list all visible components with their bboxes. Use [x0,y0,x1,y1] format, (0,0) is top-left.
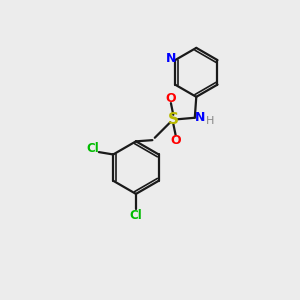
Text: O: O [166,92,176,105]
Text: Cl: Cl [130,209,142,222]
Text: H: H [206,116,214,126]
Text: O: O [170,134,181,147]
Text: N: N [166,52,176,65]
Text: S: S [168,112,179,127]
Text: N: N [195,111,206,124]
Text: Cl: Cl [86,142,99,155]
